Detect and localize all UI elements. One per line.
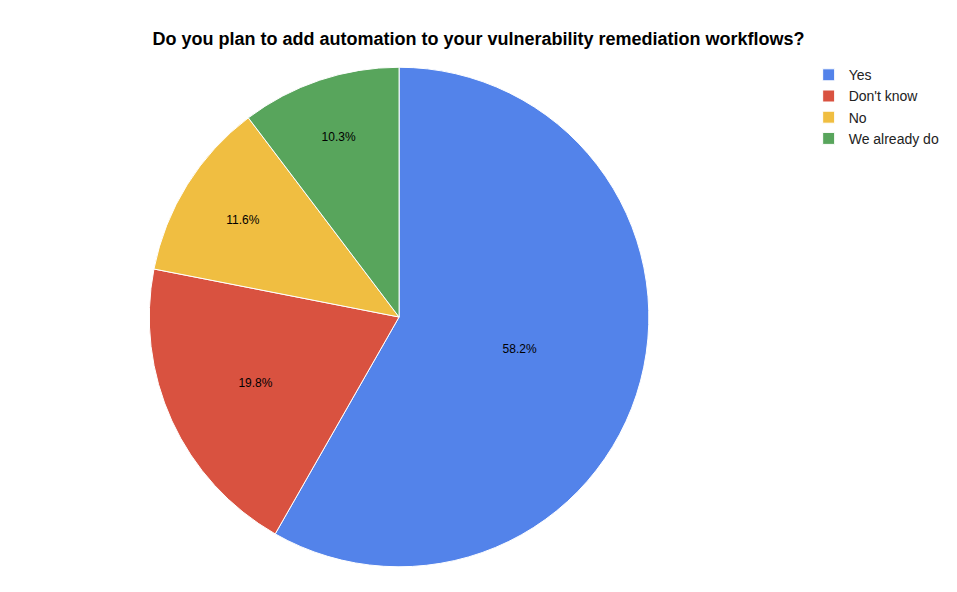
- svg-text:We already do: We already do: [849, 131, 939, 147]
- svg-text:Yes: Yes: [849, 67, 872, 83]
- svg-text:No: No: [849, 110, 867, 126]
- svg-text:Don't know: Don't know: [849, 88, 919, 104]
- svg-text:19.8%: 19.8%: [238, 376, 272, 390]
- svg-text:10.3%: 10.3%: [322, 130, 356, 144]
- svg-text:58.2%: 58.2%: [503, 342, 537, 356]
- svg-text:Do you plan to add automation: Do you plan to add automation to your vu…: [152, 29, 804, 49]
- svg-text:11.6%: 11.6%: [226, 213, 259, 227]
